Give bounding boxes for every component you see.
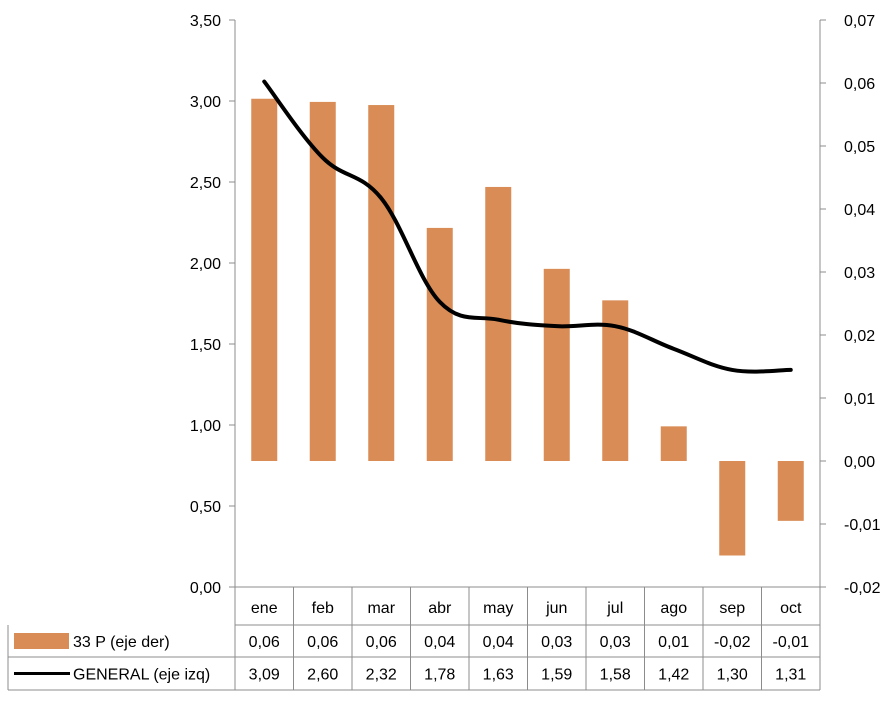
category-label-sep: sep: [719, 600, 745, 617]
bar-33p-oct: [777, 461, 804, 521]
right-axis-tick-label: 0,00: [844, 454, 875, 471]
right-axis-tick-label: 0,03: [844, 265, 875, 282]
data-cell: 0,04: [424, 634, 455, 651]
data-cell: 1,42: [658, 667, 689, 684]
left-axis-tick-label: 1,50: [190, 337, 221, 354]
left-axis-tick-label: 1,00: [190, 418, 221, 435]
data-cell: -0,02: [714, 634, 751, 651]
bar-33p-abr: [426, 227, 453, 461]
category-label-feb: feb: [312, 600, 334, 617]
category-label-ene: ene: [251, 600, 278, 617]
data-cell: 1,63: [483, 667, 514, 684]
bar-33p-sep: [719, 461, 746, 556]
bar-33p-ene: [251, 98, 278, 461]
data-cell: 1,59: [541, 667, 572, 684]
data-cell: 1,58: [600, 667, 631, 684]
right-axis-tick-label: 0,05: [844, 139, 875, 156]
data-cell: 2,32: [366, 667, 397, 684]
legend-label-33p: 33 P (eje der): [73, 634, 170, 651]
bar-33p-may: [485, 186, 512, 461]
data-cell: 0,03: [600, 634, 631, 651]
category-label-jul: jul: [606, 600, 623, 617]
bar-33p-feb: [309, 101, 336, 462]
data-cell: 1,30: [717, 667, 748, 684]
legend-key-33p: [14, 633, 69, 649]
bar-33p-mar: [368, 105, 395, 462]
data-cell: 0,04: [483, 634, 514, 651]
left-axis-tick-label: 0,50: [190, 499, 221, 516]
data-cell: 3,09: [249, 667, 280, 684]
legend-label-general: GENERAL (eje izq): [73, 667, 210, 684]
right-axis-tick-label: 0,01: [844, 391, 875, 408]
left-axis-tick-label: 3,00: [190, 94, 221, 111]
left-axis-tick-label: 3,50: [190, 13, 221, 30]
data-cell: 0,06: [307, 634, 338, 651]
data-cell: 2,60: [307, 667, 338, 684]
category-label-abr: abr: [428, 600, 452, 617]
data-cell: 0,01: [658, 634, 689, 651]
right-axis-tick-label: 0,06: [844, 76, 875, 93]
left-axis-tick-label: 2,50: [190, 175, 221, 192]
right-axis-tick-label: -0,01: [844, 517, 881, 534]
data-cell: 1,78: [424, 667, 455, 684]
category-label-jun: jun: [545, 600, 567, 617]
line-general: [262, 79, 793, 374]
category-label-may: may: [483, 600, 513, 617]
right-axis-tick-label: -0,02: [844, 580, 881, 597]
data-cell: 0,06: [249, 634, 280, 651]
right-axis-tick-label: 0,02: [844, 328, 875, 345]
category-label-oct: oct: [780, 600, 802, 617]
data-cell: 0,06: [366, 634, 397, 651]
right-axis-tick-label: 0,07: [844, 13, 875, 30]
left-axis-tick-label: 2,00: [190, 256, 221, 273]
data-cell: -0,01: [773, 634, 810, 651]
left-axis-tick-label: 0,00: [190, 580, 221, 597]
data-cell: 1,31: [775, 667, 806, 684]
right-axis-tick-label: 0,04: [844, 202, 875, 219]
bar-33p-ago: [660, 426, 687, 461]
data-cell: 0,03: [541, 634, 572, 651]
bar-33p-jun: [543, 268, 570, 461]
category-label-mar: mar: [367, 600, 395, 617]
category-label-ago: ago: [660, 600, 687, 617]
